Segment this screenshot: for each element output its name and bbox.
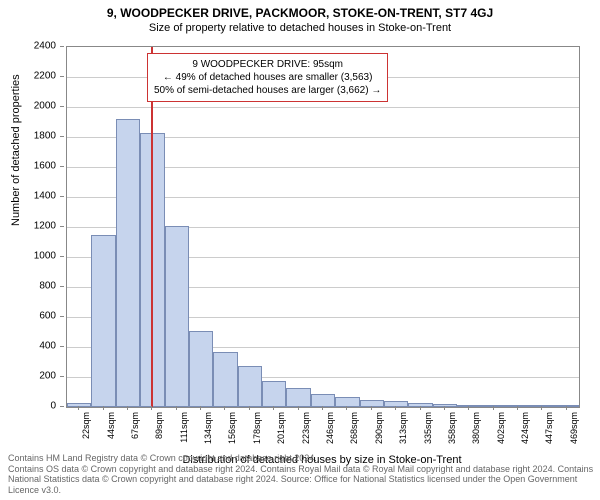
footer-line-2: Contains OS data © Crown copyright and d…	[8, 464, 600, 496]
x-tick-label: 268sqm	[349, 412, 359, 444]
y-tick-mark	[60, 406, 64, 407]
y-tick-mark	[60, 346, 64, 347]
x-tick-label: 335sqm	[423, 412, 433, 444]
histogram-bar	[189, 331, 213, 408]
x-tick-mark	[298, 406, 299, 410]
y-tick-mark	[60, 166, 64, 167]
annotation-line-1: 9 WOODPECKER DRIVE: 95sqm	[154, 58, 381, 71]
plot-area: 9 WOODPECKER DRIVE: 95sqm ← 49% of detac…	[66, 46, 580, 408]
x-tick-mark	[322, 406, 323, 410]
y-tick-mark	[60, 316, 64, 317]
x-tick-mark	[346, 406, 347, 410]
x-tick-label: 402sqm	[496, 412, 506, 444]
y-tick-label: 2200	[34, 71, 56, 82]
x-tick-mark	[420, 406, 421, 410]
x-tick-mark	[127, 406, 128, 410]
y-tick-mark	[60, 196, 64, 197]
x-tick-mark	[468, 406, 469, 410]
x-tick-label: 89sqm	[154, 412, 164, 439]
y-tick-mark	[60, 46, 64, 47]
footer-line-1: Contains HM Land Registry data © Crown c…	[8, 453, 600, 464]
x-tick-label: 22sqm	[81, 412, 91, 439]
x-tick-label: 358sqm	[447, 412, 457, 444]
property-size-chart: 9, WOODPECKER DRIVE, PACKMOOR, STOKE-ON-…	[0, 0, 600, 500]
x-tick-mark	[224, 406, 225, 410]
x-tick-mark	[273, 406, 274, 410]
histogram-bar	[262, 381, 286, 407]
x-tick-label: 178sqm	[252, 412, 262, 444]
y-tick-label: 1200	[34, 221, 56, 232]
annotation-line-2: ← 49% of detached houses are smaller (3,…	[154, 71, 381, 84]
x-tick-mark	[151, 406, 152, 410]
x-tick-mark	[103, 406, 104, 410]
y-tick-label: 800	[39, 281, 56, 292]
x-tick-label: 424sqm	[520, 412, 530, 444]
histogram-bar	[116, 119, 140, 407]
y-tick-label: 1800	[34, 131, 56, 142]
x-tick-label: 156sqm	[227, 412, 237, 444]
x-tick-mark	[517, 406, 518, 410]
y-tick-label: 2400	[34, 41, 56, 52]
chart-subtitle: Size of property relative to detached ho…	[0, 20, 600, 34]
x-tick-mark	[541, 406, 542, 410]
x-tick-label: 111sqm	[179, 412, 189, 443]
y-tick-mark	[60, 226, 64, 227]
x-tick-mark	[371, 406, 372, 410]
y-tick-label: 400	[39, 341, 56, 352]
y-tick-mark	[60, 76, 64, 77]
y-tick-label: 1400	[34, 191, 56, 202]
x-tick-mark	[249, 406, 250, 410]
y-tick-mark	[60, 106, 64, 107]
histogram-bar	[91, 235, 115, 408]
histogram-bar	[238, 366, 262, 407]
y-tick-mark	[60, 136, 64, 137]
x-tick-mark	[200, 406, 201, 410]
histogram-bar	[213, 352, 237, 408]
x-tick-label: 201sqm	[276, 412, 286, 444]
y-axis: 0200400600800100012001400160018002000220…	[0, 46, 64, 406]
y-tick-label: 2000	[34, 101, 56, 112]
chart-title: 9, WOODPECKER DRIVE, PACKMOOR, STOKE-ON-…	[0, 0, 600, 20]
x-tick-label: 380sqm	[471, 412, 481, 444]
footer-attribution: Contains HM Land Registry data © Crown c…	[8, 453, 600, 496]
x-tick-label: 469sqm	[569, 412, 579, 444]
x-tick-label: 223sqm	[301, 412, 311, 444]
histogram-bar	[286, 388, 310, 408]
y-tick-mark	[60, 286, 64, 287]
x-tick-label: 290sqm	[374, 412, 384, 444]
x-tick-label: 67sqm	[130, 412, 140, 439]
x-tick-label: 44sqm	[106, 412, 116, 439]
y-tick-label: 0	[50, 401, 56, 412]
annotation-line-3: 50% of semi-detached houses are larger (…	[154, 84, 381, 97]
y-tick-mark	[60, 256, 64, 257]
x-tick-label: 313sqm	[398, 412, 408, 444]
x-tick-mark	[444, 406, 445, 410]
x-tick-label: 134sqm	[203, 412, 213, 444]
y-tick-mark	[60, 376, 64, 377]
x-tick-mark	[176, 406, 177, 410]
x-tick-mark	[78, 406, 79, 410]
x-tick-label: 246sqm	[325, 412, 335, 444]
histogram-bar	[311, 394, 335, 408]
histogram-bar	[165, 226, 189, 408]
y-tick-label: 600	[39, 311, 56, 322]
y-tick-label: 1600	[34, 161, 56, 172]
x-tick-label: 447sqm	[544, 412, 554, 444]
x-tick-mark	[395, 406, 396, 410]
y-tick-label: 1000	[34, 251, 56, 262]
y-tick-label: 200	[39, 371, 56, 382]
annotation-box: 9 WOODPECKER DRIVE: 95sqm ← 49% of detac…	[147, 53, 388, 102]
x-tick-mark	[566, 406, 567, 410]
x-tick-mark	[493, 406, 494, 410]
